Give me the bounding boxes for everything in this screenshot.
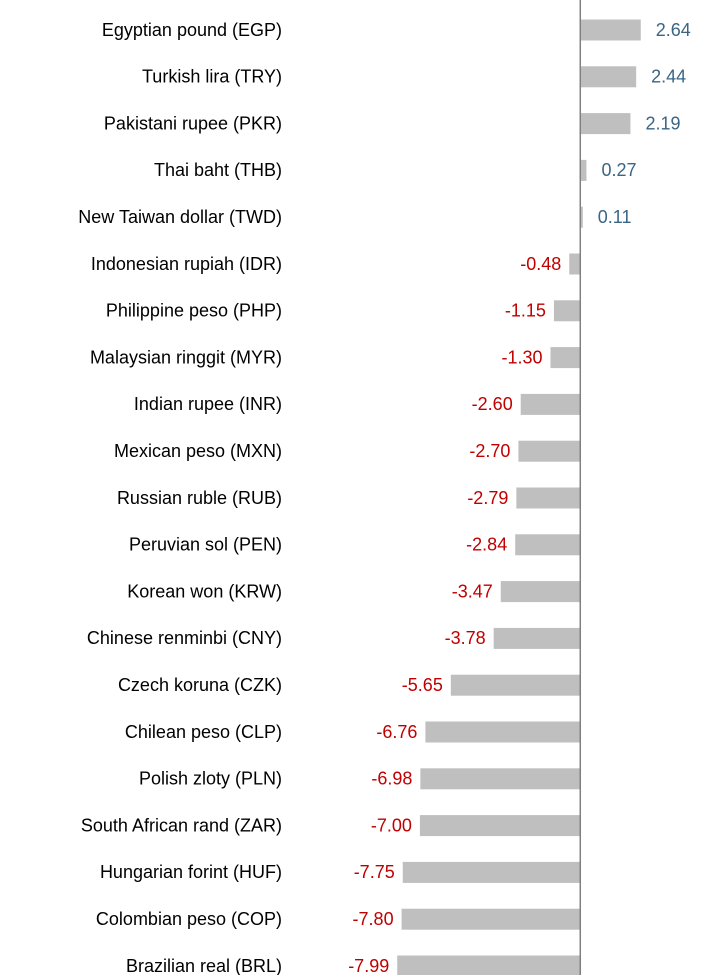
category-label: Chinese renminbi (CNY) [87,628,282,648]
category-label: Colombian peso (COP) [96,909,282,929]
category-label: Polish zloty (PLN) [139,769,282,789]
category-label: New Taiwan dollar (TWD) [78,207,282,227]
bar [553,300,581,322]
category-label: Indian rupee (INR) [134,394,282,414]
bar [516,487,581,509]
value-label: -2.79 [467,488,508,508]
value-label: -3.78 [445,628,486,648]
value-label: -5.65 [402,675,443,695]
bar [580,113,631,135]
bar [580,19,641,41]
value-label: -7.80 [353,909,394,929]
value-label: -7.75 [354,862,395,882]
category-label: Czech koruna (CZK) [118,675,282,695]
category-label: Malaysian ringgit (MYR) [90,347,282,367]
bar [402,861,581,883]
value-label: -2.84 [466,535,507,555]
value-label: 0.11 [598,207,632,227]
value-label: -0.48 [520,254,561,274]
value-label: -6.98 [371,769,412,789]
bar [420,768,581,790]
bar [580,159,587,181]
value-label: 0.27 [601,160,636,180]
category-label: Brazilian real (BRL) [126,956,282,975]
bar [580,206,583,228]
value-label: -7.00 [371,815,412,835]
bar [550,347,581,369]
category-label: South African rand (ZAR) [81,815,282,835]
category-label: Egyptian pound (EGP) [102,20,282,40]
value-label: -2.60 [472,394,513,414]
bar [425,721,581,743]
bar [401,908,581,930]
category-label: Philippine peso (PHP) [106,301,282,321]
category-label: Korean won (KRW) [127,581,282,601]
value-label: -2.70 [469,441,510,461]
category-label: Mexican peso (MXN) [114,441,282,461]
bar [518,440,581,462]
value-label: -7.99 [348,956,389,975]
value-label: 2.19 [645,113,680,133]
value-label: -1.15 [505,301,546,321]
category-label: Pakistani rupee (PKR) [104,113,282,133]
category-label: Chilean peso (CLP) [125,722,282,742]
bar [580,66,637,88]
category-label: Turkish lira (TRY) [142,67,282,87]
category-label: Thai baht (THB) [154,160,282,180]
bar [515,534,581,556]
category-label: Russian ruble (RUB) [117,488,282,508]
bar [419,815,581,837]
category-label: Indonesian rupiah (IDR) [91,254,282,274]
bar [397,955,581,975]
bar [569,253,581,275]
value-label: -1.30 [501,347,542,367]
value-label: 2.44 [651,67,686,87]
value-label: -3.47 [452,581,493,601]
category-label: Peruvian sol (PEN) [129,535,282,555]
category-label: Hungarian forint (HUF) [100,862,282,882]
value-label: 2.64 [656,20,691,40]
bar [520,393,581,415]
bar [500,581,581,603]
bar [450,674,581,696]
bar [493,627,581,649]
value-label: -6.76 [376,722,417,742]
